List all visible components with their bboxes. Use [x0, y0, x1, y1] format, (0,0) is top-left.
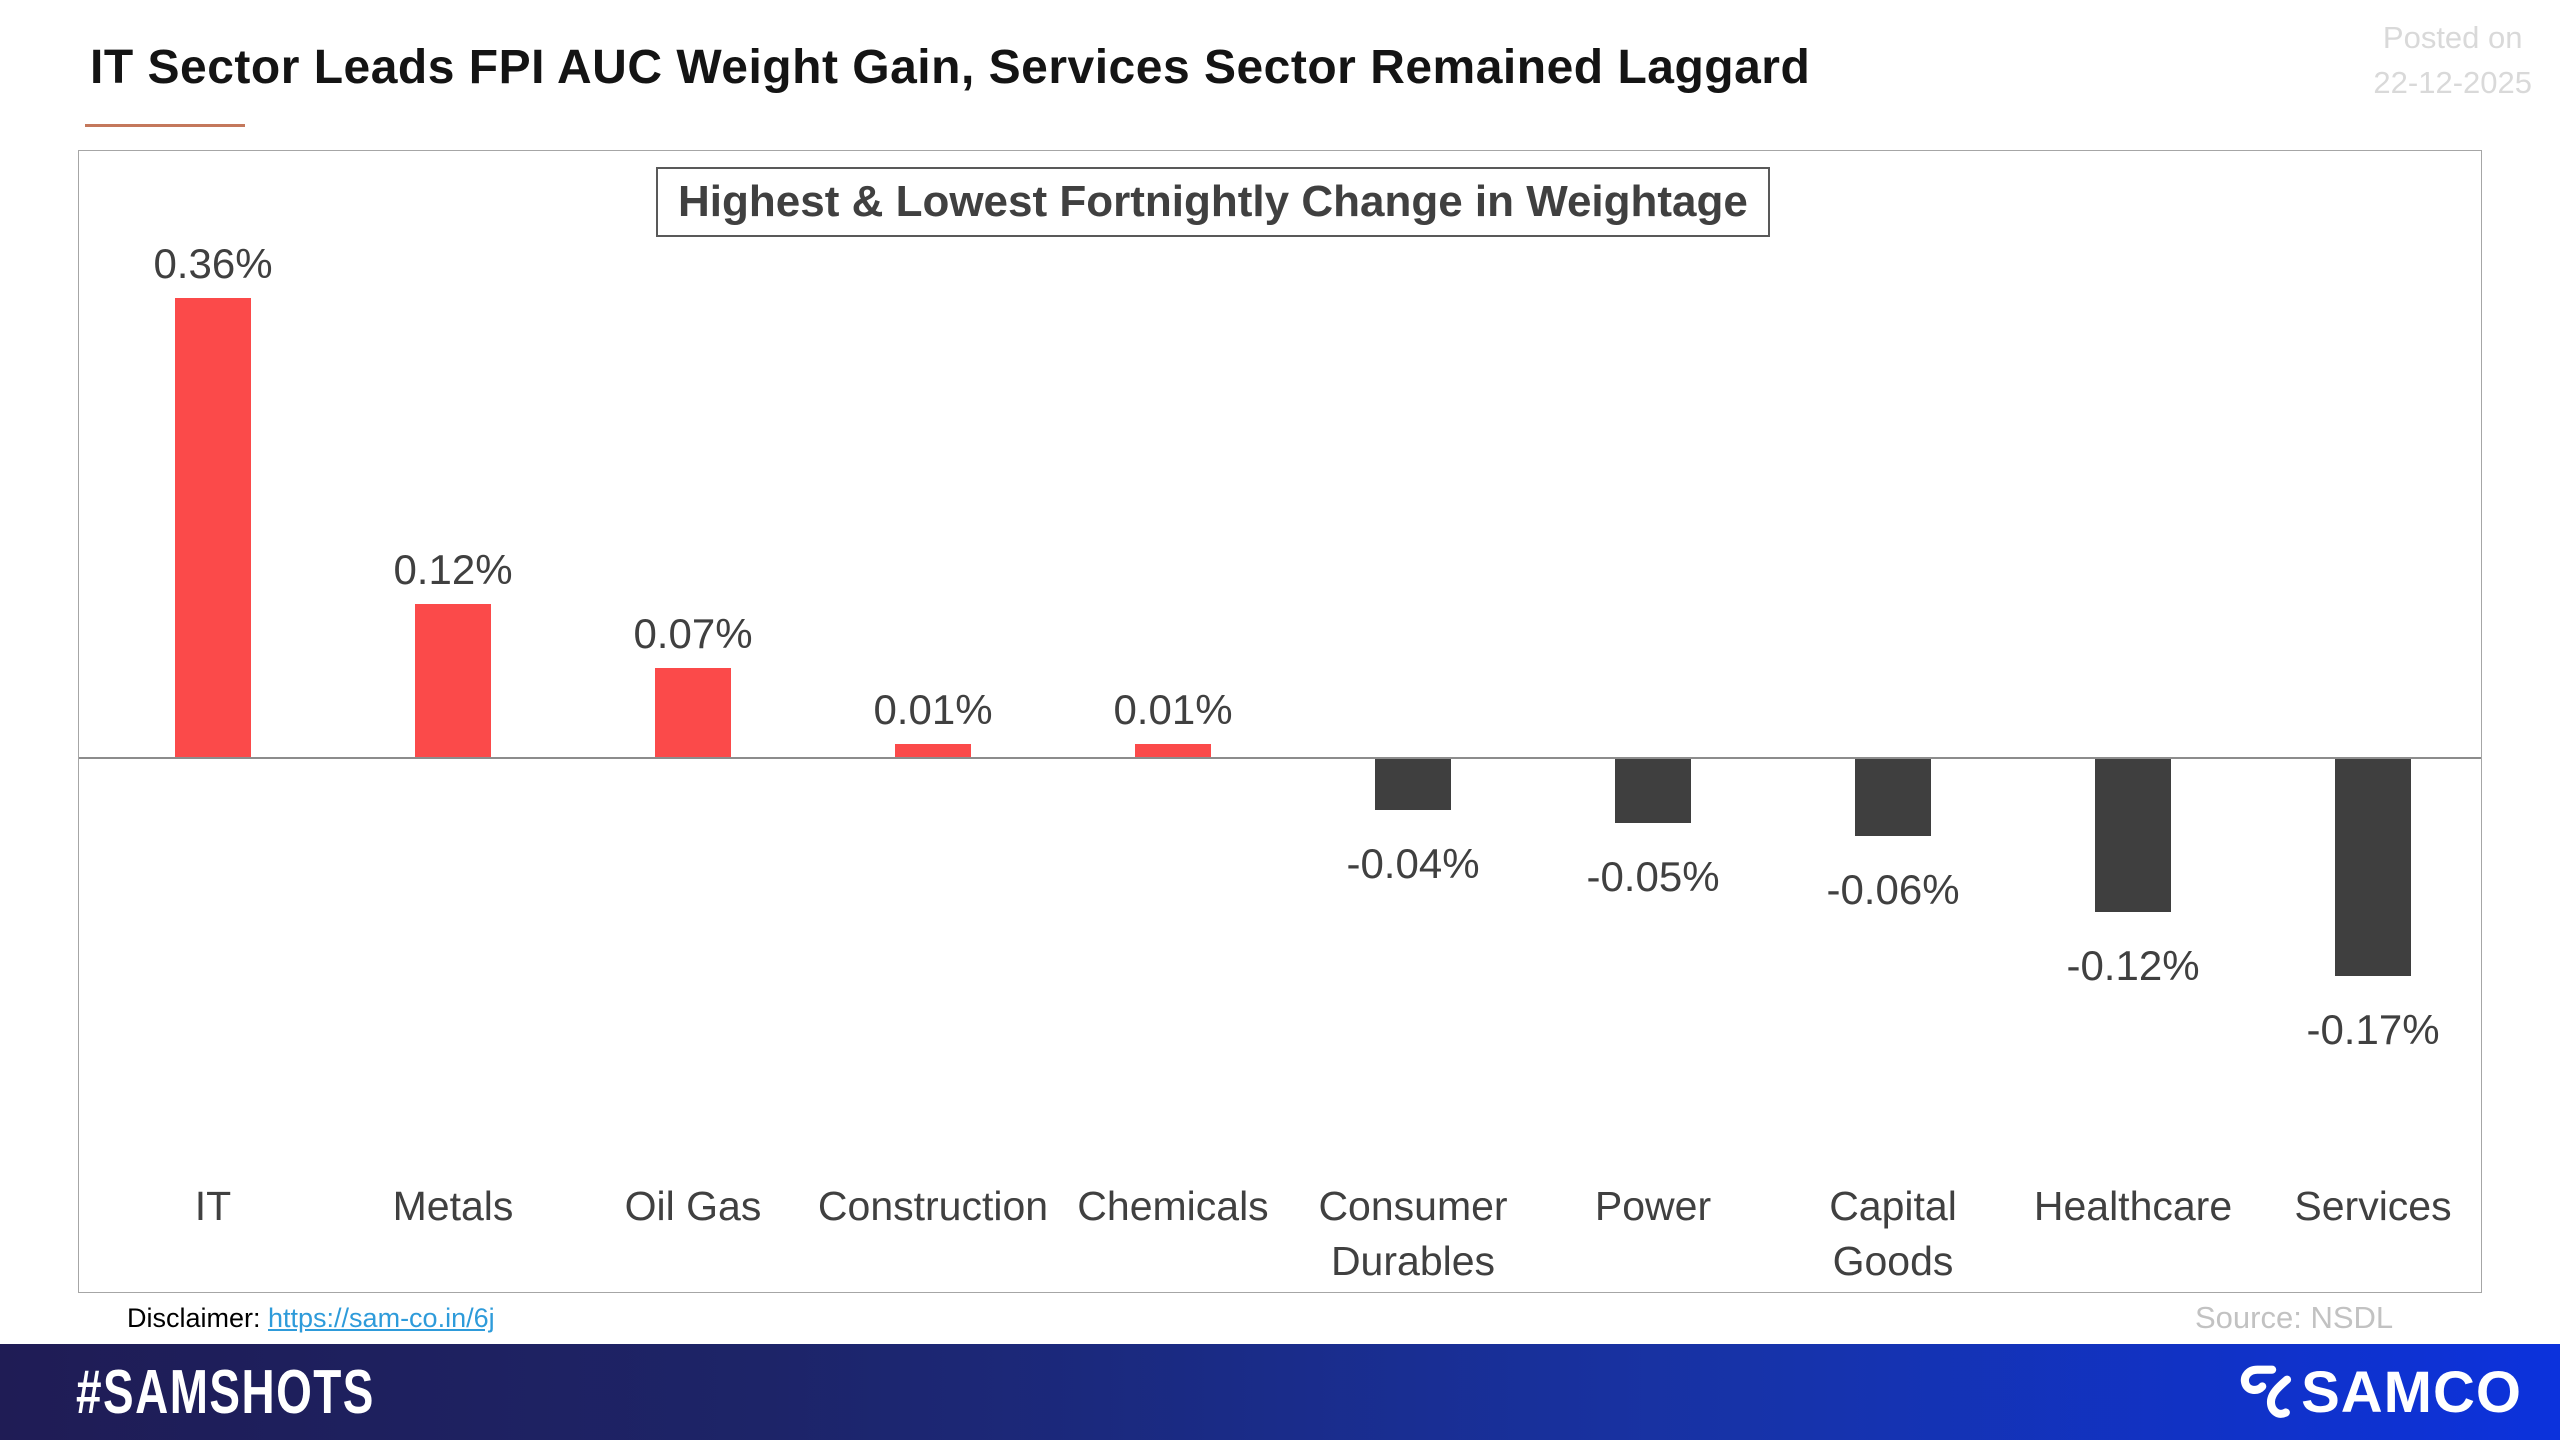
samco-logo-icon: [2241, 1365, 2292, 1418]
category-label-power: Power: [1594, 1183, 1712, 1229]
chart-column-construction: 0.01% Construction: [813, 151, 1053, 1292]
disclaimer: Disclaimer: https://sam-co.in/6j: [127, 1303, 495, 1334]
category-label-capital-goods: Capital Goods: [1829, 1183, 1957, 1284]
category-label-services: Services: [2294, 1183, 2452, 1229]
chart-column-consumer-durables: -0.04% Consumer Durables: [1293, 151, 1533, 1292]
bar-oil-gas: [655, 668, 731, 757]
category-label-metals: Metals: [392, 1183, 514, 1229]
bar-it: [175, 298, 251, 757]
value-label-construction: 0.01%: [873, 686, 993, 733]
bar-chemicals: [1135, 744, 1211, 757]
bar-power: [1615, 759, 1691, 823]
chart-area: Highest & Lowest Fortnightly Change in W…: [78, 150, 2482, 1293]
page-title: IT Sector Leads FPI AUC Weight Gain, Ser…: [90, 41, 1811, 94]
value-label-chemicals: 0.01%: [1113, 686, 1233, 733]
value-label-capital-goods: -0.06%: [1826, 866, 1960, 913]
chart-column-capital-goods: -0.06% Capital Goods: [1773, 151, 2013, 1292]
bar-healthcare: [2095, 759, 2171, 912]
posted-on-stamp: Posted on 22-12-2025: [2373, 16, 2532, 106]
chart-title: Highest & Lowest Fortnightly Change in W…: [656, 167, 1770, 237]
bar-metals: [415, 604, 491, 757]
value-label-it: 0.36%: [153, 240, 273, 287]
title-underline: [85, 124, 245, 127]
bar-services: [2335, 759, 2411, 976]
bar-capital-goods: [1855, 759, 1931, 836]
disclaimer-link[interactable]: https://sam-co.in/6j: [268, 1303, 495, 1333]
chart-column-power: -0.05% Power: [1533, 151, 1773, 1292]
chart-column-oil-gas: 0.07% Oil Gas: [573, 151, 813, 1292]
chart-column-services: -0.17% Services: [2253, 151, 2493, 1292]
category-label-consumer-durables: Consumer Durables: [1318, 1183, 1508, 1284]
brand-lockup: SAMCO: [2235, 1359, 2522, 1426]
category-label-it: IT: [194, 1183, 232, 1229]
samshots-hashtag: #SAMSHOTS: [76, 1357, 375, 1427]
chart-column-chemicals: 0.01% Chemicals: [1053, 151, 1293, 1292]
samco-brand-name: SAMCO: [2301, 1359, 2522, 1425]
category-label-healthcare: Healthcare: [2033, 1183, 2233, 1229]
value-label-consumer-durables: -0.04%: [1346, 840, 1480, 887]
category-label-construction: Construction: [817, 1183, 1049, 1229]
bar-construction: [895, 744, 971, 757]
posted-on-date: 22-12-2025: [2373, 64, 2532, 100]
value-label-services: -0.17%: [2306, 1006, 2440, 1053]
value-label-power: -0.05%: [1586, 853, 1720, 900]
chart-column-metals: 0.12% Metals: [333, 151, 573, 1292]
x-axis-line: [79, 757, 2481, 759]
disclaimer-label: Disclaimer:: [127, 1303, 269, 1333]
value-label-healthcare: -0.12%: [2066, 942, 2200, 989]
bar-consumer-durables: [1375, 759, 1451, 810]
posted-on-label: Posted on: [2382, 20, 2523, 55]
value-label-oil-gas: 0.07%: [633, 610, 753, 657]
chart-plot: 0.36% IT 0.12% Metals 0.07% Oil Gas 0.01% Const…: [93, 151, 2493, 1292]
category-label-oil-gas: Oil Gas: [624, 1183, 762, 1229]
value-label-metals: 0.12%: [393, 546, 513, 593]
chart-column-it: 0.36% IT: [93, 151, 333, 1292]
brand-footer-bar: #SAMSHOTS SAMCO: [0, 1344, 2560, 1440]
chart-column-healthcare: -0.12% Healthcare: [2013, 151, 2253, 1292]
source-note: Source: NSDL: [2195, 1300, 2394, 1335]
category-label-chemicals: Chemicals: [1077, 1183, 1269, 1229]
